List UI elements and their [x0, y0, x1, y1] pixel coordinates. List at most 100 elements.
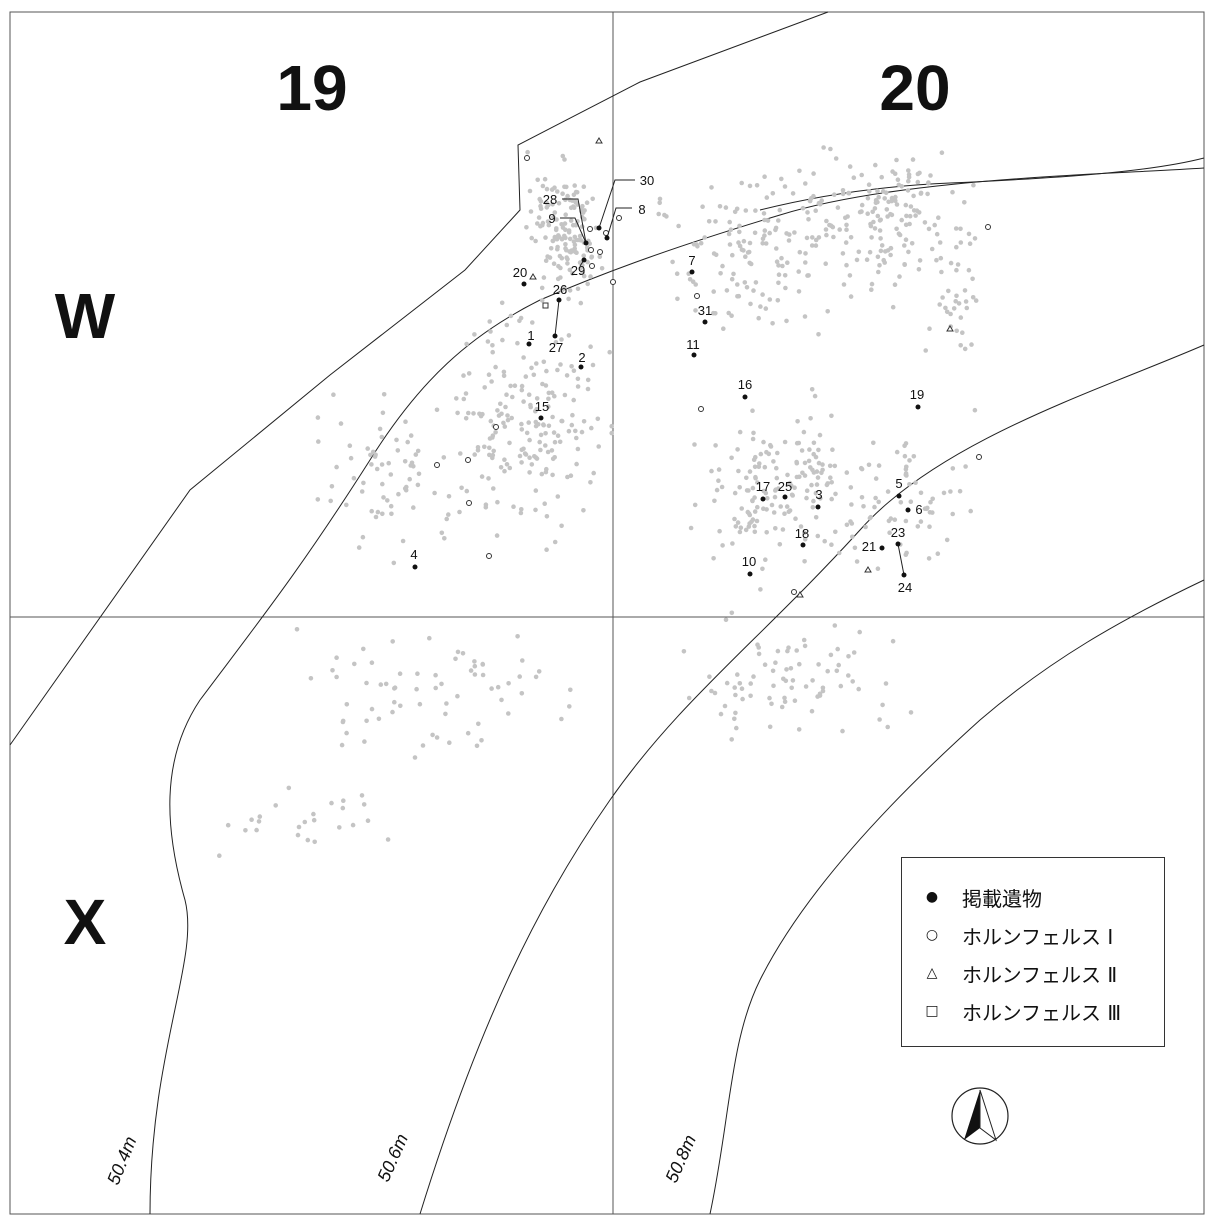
find-point: [545, 449, 551, 455]
find-point: [489, 379, 494, 384]
find-point: [744, 488, 750, 493]
find-point: [771, 683, 776, 689]
find-point: [405, 439, 411, 445]
find-point: [505, 413, 510, 418]
find-point: [816, 235, 822, 240]
find-point: [865, 195, 871, 201]
grid-label-row-w: W: [55, 280, 116, 352]
find-point: [555, 433, 561, 439]
find-point: [784, 318, 789, 324]
find-point: [763, 557, 768, 562]
published-artifacts: [412, 225, 921, 578]
find-point: [785, 260, 790, 266]
find-point: [709, 688, 714, 694]
find-point: [550, 202, 555, 207]
find-point: [563, 242, 568, 247]
find-point: [773, 660, 778, 665]
find-point: [483, 505, 489, 510]
find-point: [760, 566, 765, 572]
find-point: [381, 392, 387, 397]
find-point: [803, 251, 808, 256]
find-point: [537, 196, 542, 202]
find-point: [499, 300, 505, 306]
hornfels-markers: [434, 137, 991, 598]
find-point: [830, 447, 835, 453]
find-point: [717, 528, 722, 534]
find-point: [294, 627, 300, 632]
hornfels-1-marker: [976, 454, 982, 460]
artifact-dot-25: [782, 494, 788, 500]
artifact-label-9: 9: [548, 211, 555, 226]
find-point: [918, 190, 924, 196]
find-point: [723, 617, 729, 623]
find-point: [917, 258, 923, 263]
find-point: [806, 458, 812, 464]
find-point: [534, 361, 539, 366]
find-point: [444, 701, 449, 706]
find-point: [732, 685, 737, 690]
find-point: [856, 686, 861, 692]
find-point: [538, 206, 544, 211]
find-point: [549, 448, 555, 453]
find-point: [488, 329, 493, 334]
find-point: [463, 416, 469, 421]
find-point: [867, 249, 873, 255]
find-point: [883, 249, 888, 254]
find-point: [736, 468, 741, 474]
find-point: [880, 189, 886, 194]
find-point: [785, 472, 790, 478]
find-point: [468, 668, 474, 673]
find-point: [475, 448, 481, 453]
find-point: [922, 506, 928, 512]
find-point: [876, 463, 882, 468]
find-point: [376, 716, 382, 722]
find-point: [402, 486, 408, 491]
find-point: [752, 464, 758, 470]
find-point: [464, 488, 470, 494]
artifact-dot-24: [901, 572, 907, 578]
find-point: [775, 648, 781, 654]
find-point: [531, 372, 537, 378]
find-point: [509, 415, 514, 421]
find-point: [772, 494, 778, 500]
find-point: [762, 217, 767, 223]
artifact-dot-27: [552, 333, 558, 339]
find-point: [756, 645, 761, 650]
find-point: [804, 488, 810, 494]
find-point: [926, 180, 931, 185]
artifact-dot-21: [879, 545, 885, 551]
find-point: [389, 511, 394, 517]
find-point: [970, 276, 975, 282]
find-point: [502, 424, 508, 429]
find-point: [784, 504, 790, 509]
find-point: [816, 447, 821, 453]
find-point: [796, 289, 802, 294]
leader-line-26-27: [554, 299, 560, 337]
find-point: [541, 275, 547, 280]
find-point: [694, 242, 699, 247]
find-point: [519, 691, 525, 696]
find-point: [876, 499, 881, 505]
find-point: [750, 408, 755, 414]
contour-label-50-6: 50.6m: [373, 1131, 412, 1185]
find-point: [813, 208, 818, 213]
artifact-dot-5: [896, 493, 902, 499]
artifact-label-15: 15: [535, 399, 549, 414]
find-point: [337, 825, 342, 830]
find-point: [427, 635, 432, 641]
find-point: [795, 419, 800, 424]
artifact-label-27: 27: [549, 340, 563, 355]
find-point: [550, 414, 555, 420]
find-point: [735, 672, 740, 677]
find-point: [743, 208, 749, 213]
find-point: [243, 828, 248, 833]
find-point: [674, 271, 680, 277]
find-point: [472, 672, 478, 677]
find-point: [748, 693, 753, 699]
find-point: [414, 686, 419, 692]
find-point: [728, 227, 734, 232]
find-point: [537, 439, 542, 445]
hornfels-1-marker: [587, 226, 593, 232]
find-point: [567, 704, 572, 709]
find-point: [808, 416, 813, 421]
